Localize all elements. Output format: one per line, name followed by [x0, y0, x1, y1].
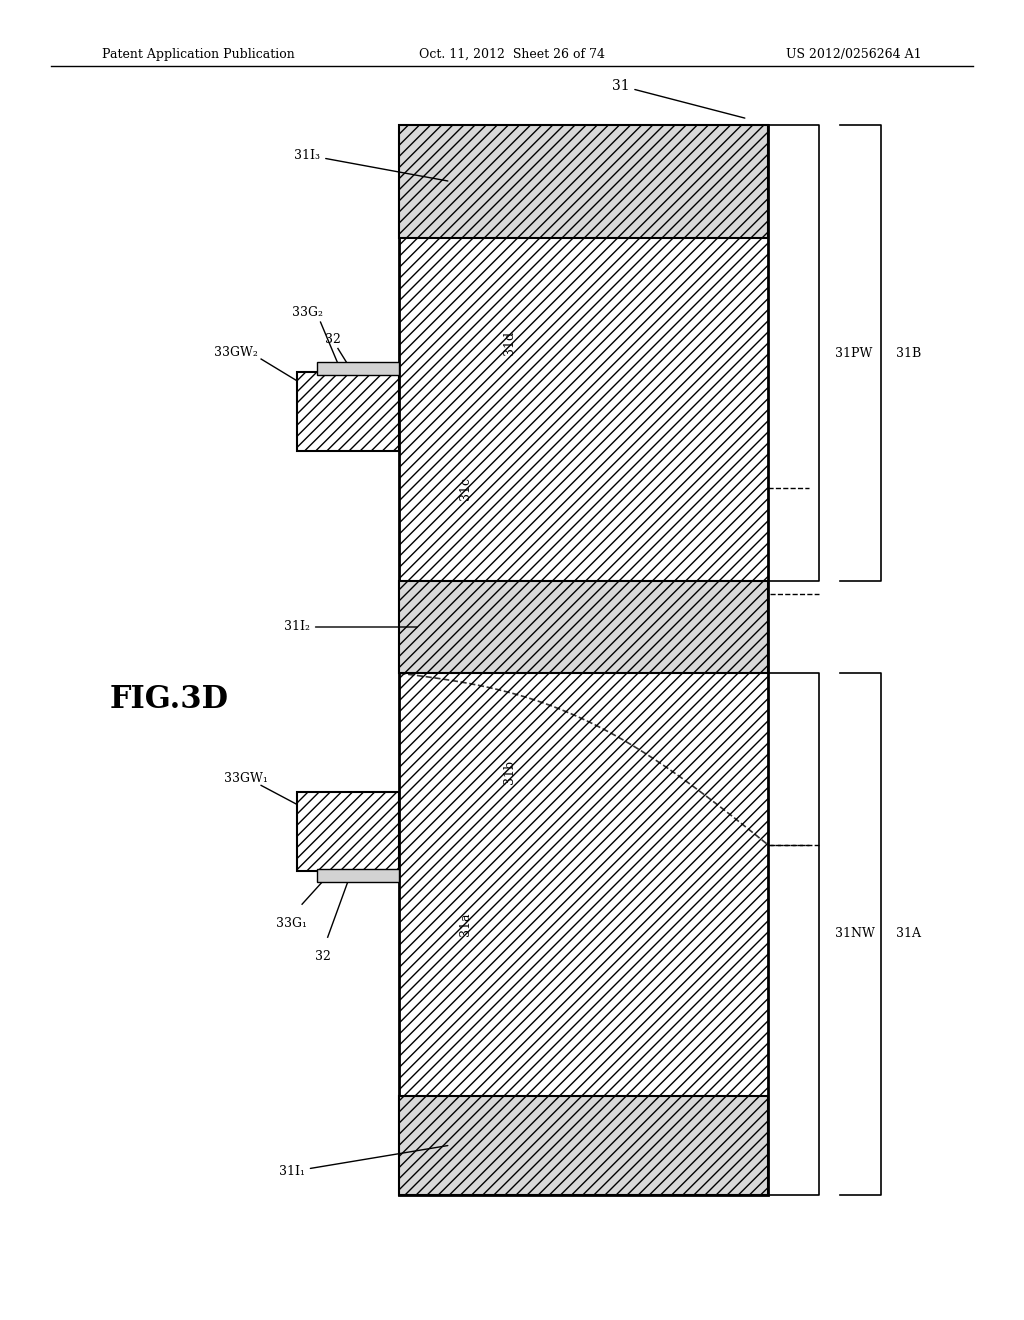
- Bar: [317, 869, 399, 882]
- Text: Oct. 11, 2012  Sheet 26 of 74: Oct. 11, 2012 Sheet 26 of 74: [419, 48, 605, 61]
- Text: 31: 31: [611, 79, 744, 117]
- Text: 31a: 31a: [459, 912, 472, 936]
- Text: 32: 32: [314, 950, 331, 964]
- Text: 31d: 31d: [504, 331, 516, 355]
- Bar: [317, 362, 399, 375]
- Bar: [399, 125, 768, 1195]
- Text: 32: 32: [325, 333, 341, 346]
- Text: 31B: 31B: [896, 347, 922, 359]
- Text: 31I₁: 31I₁: [279, 1146, 447, 1177]
- Bar: [297, 372, 399, 451]
- Text: 33G₁: 33G₁: [276, 917, 307, 931]
- Text: Patent Application Publication: Patent Application Publication: [102, 48, 295, 61]
- Text: 33GW₁: 33GW₁: [224, 772, 267, 785]
- Text: 31c: 31c: [459, 477, 472, 500]
- Bar: [399, 1096, 768, 1195]
- Text: 31PW: 31PW: [835, 347, 871, 359]
- Bar: [297, 792, 399, 871]
- Text: 31I₂: 31I₂: [284, 620, 417, 634]
- Bar: [399, 581, 768, 673]
- Text: 33GW₂: 33GW₂: [214, 346, 257, 359]
- Text: 31b: 31b: [504, 760, 516, 784]
- Text: US 2012/0256264 A1: US 2012/0256264 A1: [786, 48, 922, 61]
- Text: 31NW: 31NW: [835, 928, 874, 940]
- Text: 31A: 31A: [896, 928, 921, 940]
- Text: 33G₂: 33G₂: [292, 306, 323, 319]
- Text: FIG.3D: FIG.3D: [110, 684, 228, 715]
- Text: 31I₃: 31I₃: [294, 149, 447, 181]
- Bar: [399, 125, 768, 238]
